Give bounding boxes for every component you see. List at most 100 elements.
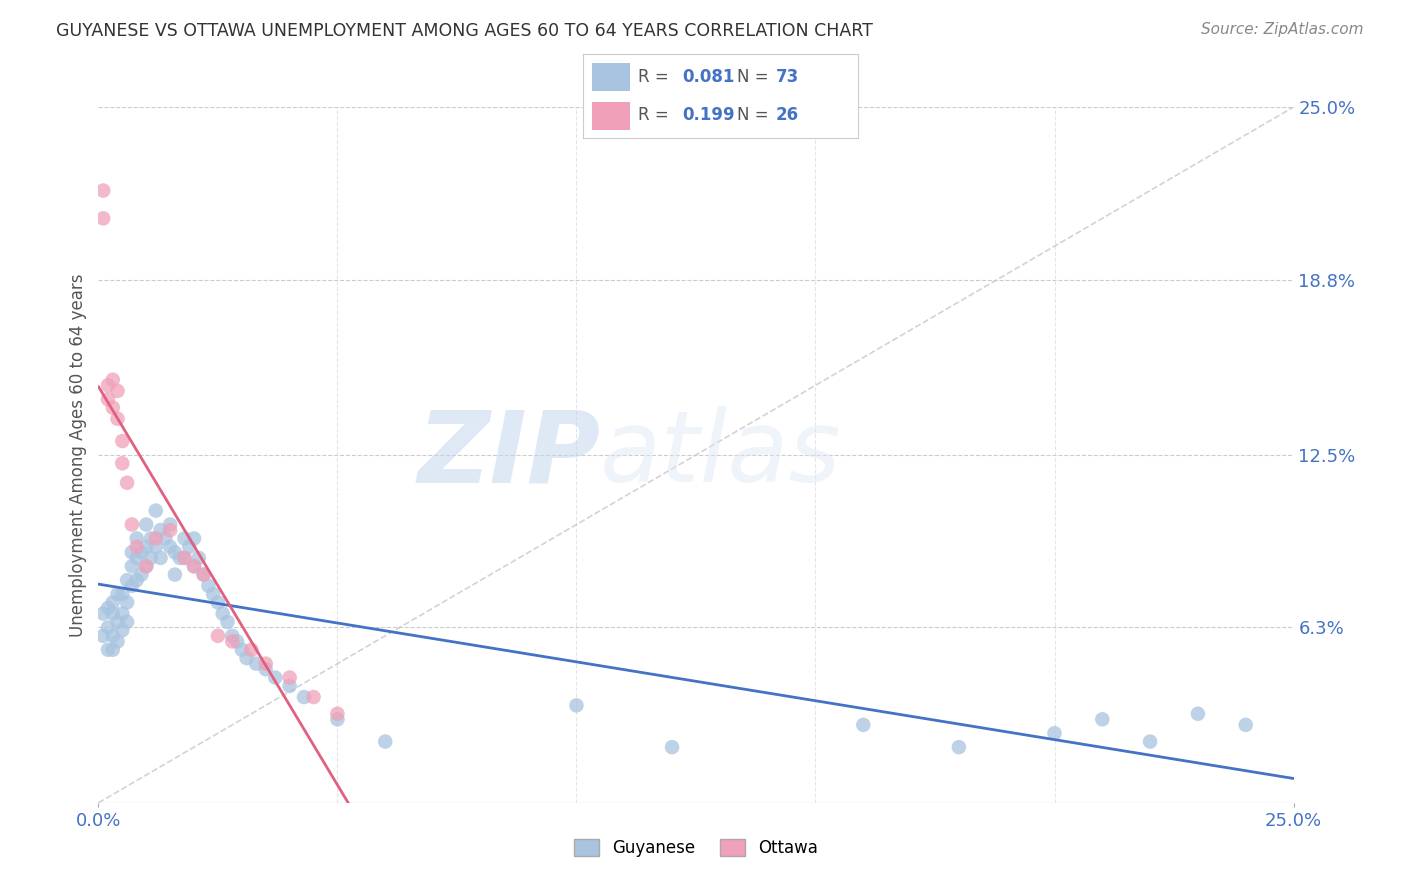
Point — [1091, 712, 1114, 726]
Point — [101, 607, 124, 621]
Point — [1043, 726, 1066, 740]
Point — [121, 559, 143, 574]
Point — [91, 211, 114, 226]
Point — [97, 620, 120, 634]
Point — [135, 540, 157, 554]
Point — [111, 607, 134, 621]
Point — [169, 550, 191, 565]
Point — [135, 559, 157, 574]
Point — [1234, 718, 1257, 732]
Point — [107, 411, 129, 425]
Point — [101, 629, 124, 643]
Point — [197, 579, 219, 593]
Point — [91, 629, 114, 643]
Point — [187, 550, 209, 565]
Point — [326, 712, 349, 726]
Point — [159, 523, 181, 537]
Point — [125, 532, 148, 546]
Point — [217, 615, 239, 629]
Point — [278, 671, 301, 685]
Point — [149, 523, 172, 537]
Text: 73: 73 — [776, 68, 799, 86]
Point — [1187, 706, 1209, 721]
Point — [278, 679, 301, 693]
Point — [101, 373, 124, 387]
Point — [193, 567, 215, 582]
Point — [183, 559, 205, 574]
Point — [121, 517, 143, 532]
Point — [111, 434, 134, 448]
Text: atlas: atlas — [600, 407, 842, 503]
Point — [173, 532, 195, 546]
Text: 0.081: 0.081 — [682, 68, 734, 86]
Point — [115, 595, 138, 609]
Point — [135, 559, 157, 574]
Text: 0.199: 0.199 — [682, 106, 735, 124]
Point — [139, 532, 162, 546]
Point — [163, 567, 186, 582]
Point — [240, 642, 263, 657]
Point — [852, 718, 875, 732]
Point — [302, 690, 325, 704]
Text: Source: ZipAtlas.com: Source: ZipAtlas.com — [1201, 22, 1364, 37]
Text: R =: R = — [638, 68, 675, 86]
Text: R =: R = — [638, 106, 675, 124]
Point — [183, 532, 205, 546]
Point — [145, 540, 167, 554]
Point — [135, 517, 157, 532]
Point — [202, 587, 225, 601]
Point — [107, 634, 129, 648]
Point — [101, 642, 124, 657]
Text: ZIP: ZIP — [418, 407, 600, 503]
Point — [948, 740, 970, 755]
Point — [101, 401, 124, 415]
Point — [139, 550, 162, 565]
Point — [245, 657, 267, 671]
Point — [125, 573, 148, 587]
Point — [231, 642, 253, 657]
Point — [97, 378, 120, 392]
Point — [565, 698, 588, 713]
Point — [145, 532, 167, 546]
Point — [254, 662, 277, 676]
Point — [207, 595, 229, 609]
Point — [173, 550, 195, 565]
Point — [131, 545, 153, 559]
Point — [121, 579, 143, 593]
Point — [149, 550, 172, 565]
Point — [107, 587, 129, 601]
Point — [159, 517, 181, 532]
Point — [183, 559, 205, 574]
Text: N =: N = — [737, 68, 773, 86]
Y-axis label: Unemployment Among Ages 60 to 64 years: Unemployment Among Ages 60 to 64 years — [69, 273, 87, 637]
Text: GUYANESE VS OTTAWA UNEMPLOYMENT AMONG AGES 60 TO 64 YEARS CORRELATION CHART: GUYANESE VS OTTAWA UNEMPLOYMENT AMONG AG… — [56, 22, 873, 40]
Point — [155, 532, 177, 546]
Point — [121, 545, 143, 559]
Point — [211, 607, 233, 621]
Point — [125, 550, 148, 565]
Point — [101, 595, 124, 609]
Point — [326, 706, 349, 721]
Point — [107, 615, 129, 629]
Point — [221, 634, 243, 648]
Text: 26: 26 — [776, 106, 799, 124]
Point — [97, 642, 120, 657]
Point — [179, 540, 201, 554]
Point — [131, 567, 153, 582]
Legend: Guyanese, Ottawa: Guyanese, Ottawa — [567, 832, 825, 864]
Point — [221, 629, 243, 643]
Point — [661, 740, 683, 755]
Point — [173, 550, 195, 565]
Point — [125, 540, 148, 554]
Point — [91, 184, 114, 198]
Point — [111, 456, 134, 470]
Point — [163, 545, 186, 559]
Point — [115, 573, 138, 587]
Point — [264, 671, 287, 685]
Point — [145, 503, 167, 517]
Point — [111, 624, 134, 638]
Point — [107, 384, 129, 398]
Point — [207, 629, 229, 643]
Point — [111, 587, 134, 601]
Point — [115, 475, 138, 490]
